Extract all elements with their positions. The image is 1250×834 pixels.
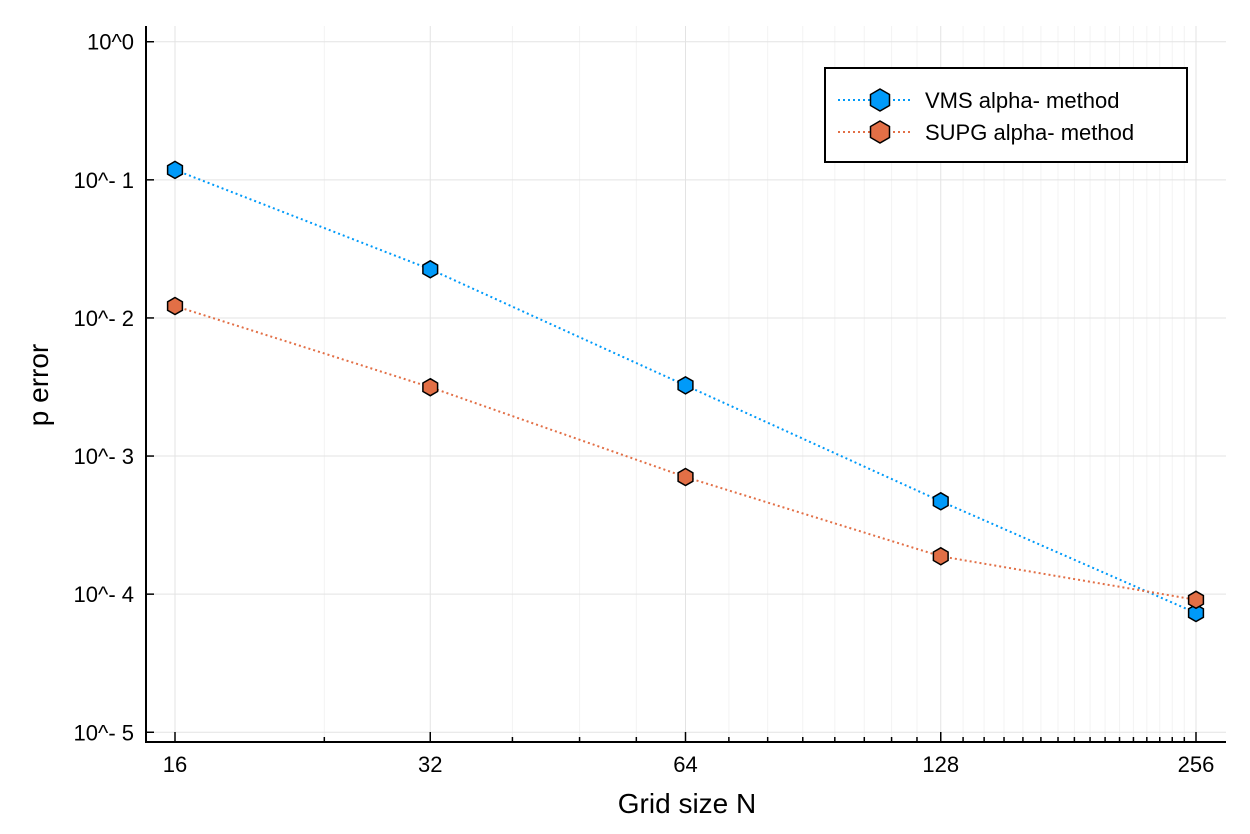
data-point (422, 377, 439, 397)
x-axis-title: Grid size N (618, 788, 756, 819)
x-tick-label: 64 (673, 752, 697, 777)
data-point (1187, 590, 1205, 610)
x-tick-label: 16 (163, 752, 187, 777)
series-supg (166, 296, 1205, 610)
x-tick-label: 128 (922, 752, 959, 777)
data-point (422, 259, 439, 279)
data-point (1187, 603, 1205, 623)
data-point (677, 376, 694, 395)
y-tick-label: 10^- 2 (74, 306, 134, 331)
y-tick-label: 10^- 3 (74, 444, 134, 469)
y-tick-label: 10^- 1 (74, 168, 134, 193)
y-tick-label: 10^- 4 (74, 582, 134, 607)
y-tick-label: 10^- 5 (74, 720, 134, 745)
ticks: 10^0 10^- 1 10^- 2 10^- 3 10^- 4 10^- 5 16 32 64… (74, 30, 1215, 777)
y-axis-title: p error (23, 344, 54, 426)
series-vms (166, 160, 1205, 623)
legend-label: VMS alpha- method (925, 88, 1119, 113)
legend: VMS alpha- method SUPG alpha- method (824, 67, 1188, 163)
x-tick-label: 32 (418, 752, 442, 777)
data-point (166, 160, 184, 180)
data-point (166, 296, 184, 316)
series-layer (166, 160, 1205, 623)
legend-marker (869, 88, 891, 112)
data-point (932, 491, 949, 511)
legend-label: SUPG alpha- method (925, 120, 1134, 145)
data-point (932, 546, 949, 566)
legend-marker (869, 120, 891, 144)
x-tick-label: 256 (1178, 752, 1215, 777)
data-point (677, 467, 694, 487)
legend-box (824, 67, 1188, 163)
y-tick-label: 10^0 (87, 30, 134, 55)
